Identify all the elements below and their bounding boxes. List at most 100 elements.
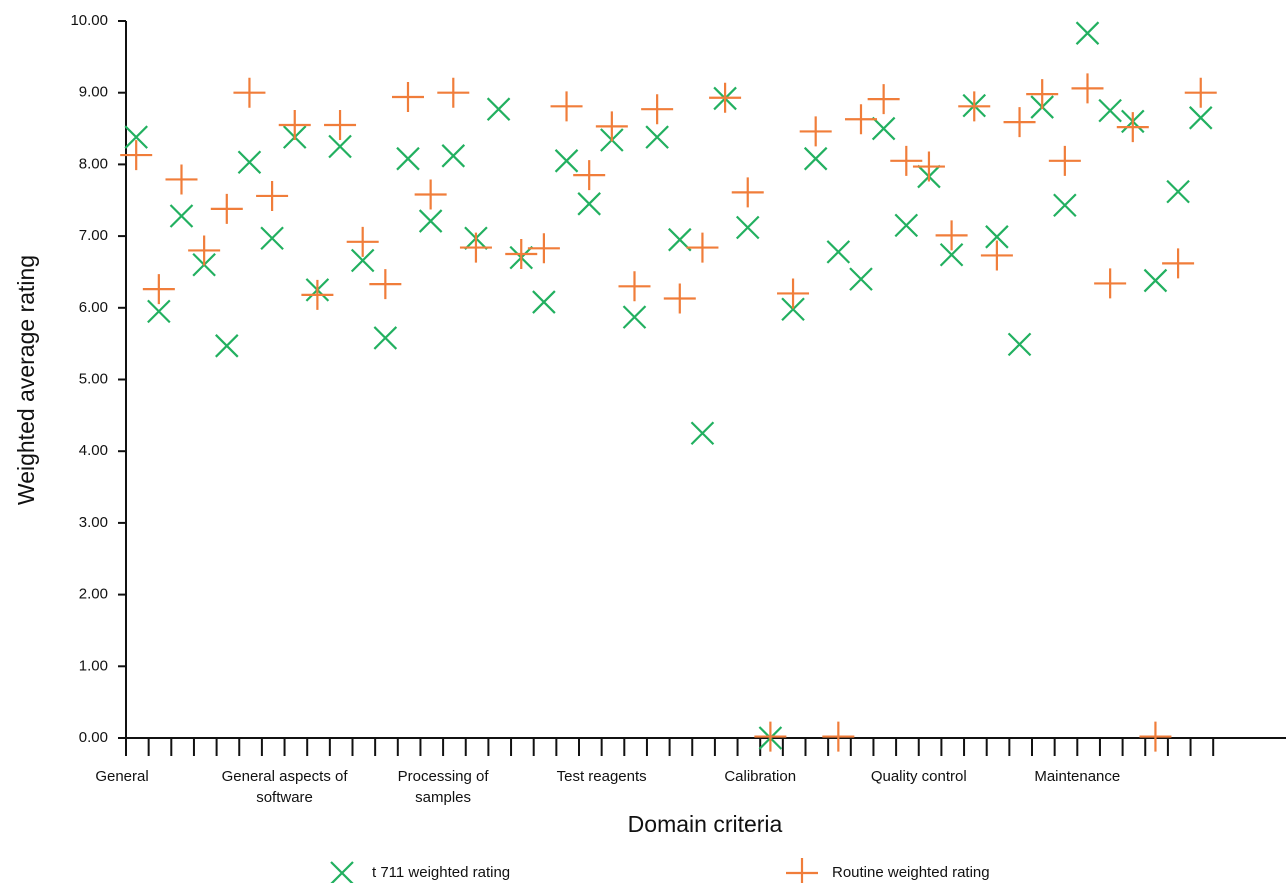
point [346,226,379,257]
point [939,242,964,267]
point [532,290,556,314]
legend-marker [330,861,354,883]
point [826,240,851,264]
legend-label: t 711 weighted rating [372,864,510,881]
point [414,179,447,210]
point [731,177,764,208]
point [237,150,262,175]
point [142,274,175,305]
point [641,94,674,125]
point [233,77,266,108]
point [935,220,968,251]
point [215,334,239,358]
point [686,232,719,263]
point [849,267,873,291]
point [1188,106,1213,130]
point [618,271,651,302]
point [441,144,466,168]
point [328,134,352,159]
y-tick-label: 4.00 [79,442,108,459]
point [663,283,696,314]
point [527,233,560,264]
point [120,140,153,171]
y-tick-label: 0.00 [79,729,108,746]
y-tick-label: 6.00 [79,299,108,316]
legend-label: Routine weighted rating [832,864,990,881]
point [844,104,877,135]
x-category-label: General [95,768,149,785]
point [980,240,1013,271]
point [645,125,669,149]
point [1143,268,1168,293]
point [690,421,715,446]
point [418,209,443,233]
point [735,215,760,240]
point [554,149,579,173]
point [373,326,398,350]
point [1116,112,1149,143]
point [301,279,334,310]
point [595,111,628,142]
point [459,232,492,263]
point [505,239,538,270]
point [210,193,243,224]
point [1071,73,1104,104]
x-category-label: General aspects of software [221,768,348,806]
x-category-label: Processing of samples [397,768,489,806]
point [437,77,470,108]
point [1053,193,1077,218]
x-category-label: Test reagents [556,768,647,785]
point [799,116,832,147]
y-tick-label: 10.00 [70,12,108,29]
y-axis-title: Weighted average rating [13,255,39,505]
point [1003,107,1036,138]
point [577,192,601,216]
y-tick-label: 2.00 [79,586,108,603]
point [256,180,289,211]
point [188,235,221,266]
point [871,116,896,141]
legend-marker [786,858,818,883]
y-tick-label: 9.00 [79,84,108,101]
point [350,248,375,273]
point [777,278,810,309]
point [550,91,583,122]
point [709,82,742,113]
point [803,146,828,171]
point [369,269,402,300]
point [958,91,991,122]
point [1048,145,1081,176]
point [1075,21,1100,45]
y-tick-label: 7.00 [79,227,108,244]
point [169,204,194,228]
point [486,97,511,121]
point [622,305,647,329]
point [890,145,923,176]
x-axis-title: Domain criteria [628,811,783,837]
point [278,109,311,140]
point [1026,79,1059,110]
point [985,225,1009,249]
x-category-label: Quality control [870,768,967,785]
point [822,721,855,752]
point [912,151,945,182]
y-tick-label: 8.00 [79,155,108,172]
point [124,125,148,149]
point [1139,721,1172,752]
point [324,109,357,140]
point [867,84,900,115]
y-tick-label: 3.00 [79,514,108,531]
point [1166,179,1190,204]
point [1162,248,1195,279]
point [391,82,424,113]
point [1094,268,1127,299]
y-tick-label: 1.00 [79,657,108,674]
y-tick-label: 5.00 [79,370,108,387]
point [754,721,787,752]
point [781,297,805,322]
point [260,226,284,251]
x-category-label: Calibration [724,768,797,785]
point [573,160,606,191]
